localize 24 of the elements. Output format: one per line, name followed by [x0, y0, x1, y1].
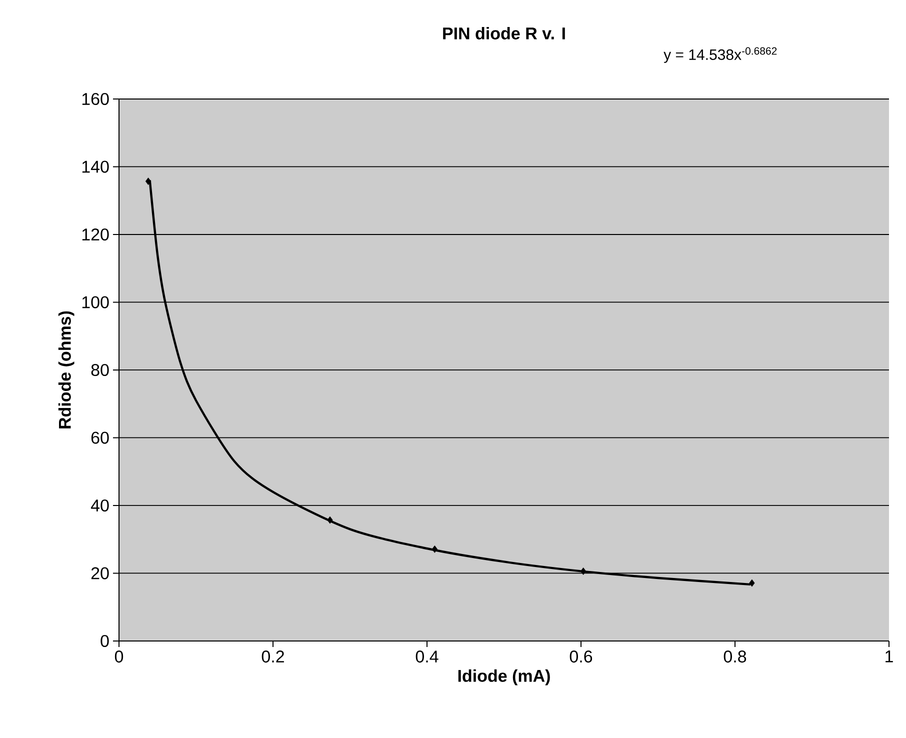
x-tick-label: 1 — [886, 650, 893, 662]
y-tick-label: 100 — [82, 296, 109, 308]
point — [749, 579, 755, 587]
y-tick-label: 0 — [100, 634, 109, 648]
y-tick-label: 120 — [82, 228, 109, 241]
x-tick-label: 0.4 — [416, 650, 438, 663]
y-tick-label: 60 — [91, 432, 109, 444]
x-tick-label: 0 — [114, 650, 124, 663]
chart-title: PIN diode R v. I — [443, 26, 565, 40]
y-tick-label: 160 — [82, 92, 109, 106]
x-tick-label: 0.2 — [262, 650, 284, 663]
y-tick-label: 140 — [82, 160, 109, 173]
point — [580, 568, 586, 575]
y-axis-title: Rdiode (ohms) — [58, 311, 74, 428]
y-tick-label: 80 — [91, 364, 109, 376]
y-tick-label: 20 — [91, 567, 109, 580]
point — [432, 545, 438, 553]
point — [145, 178, 152, 186]
x-tick-label: 0.8 — [724, 650, 746, 663]
x-tick-label: 0.6 — [570, 650, 592, 663]
text: y = 14.538x$^{-0.6862}$ — [664, 47, 777, 63]
x-axis-title: Idiode (mA) — [458, 669, 550, 686]
point — [327, 516, 333, 524]
y-tick-label: 40 — [90, 499, 109, 512]
